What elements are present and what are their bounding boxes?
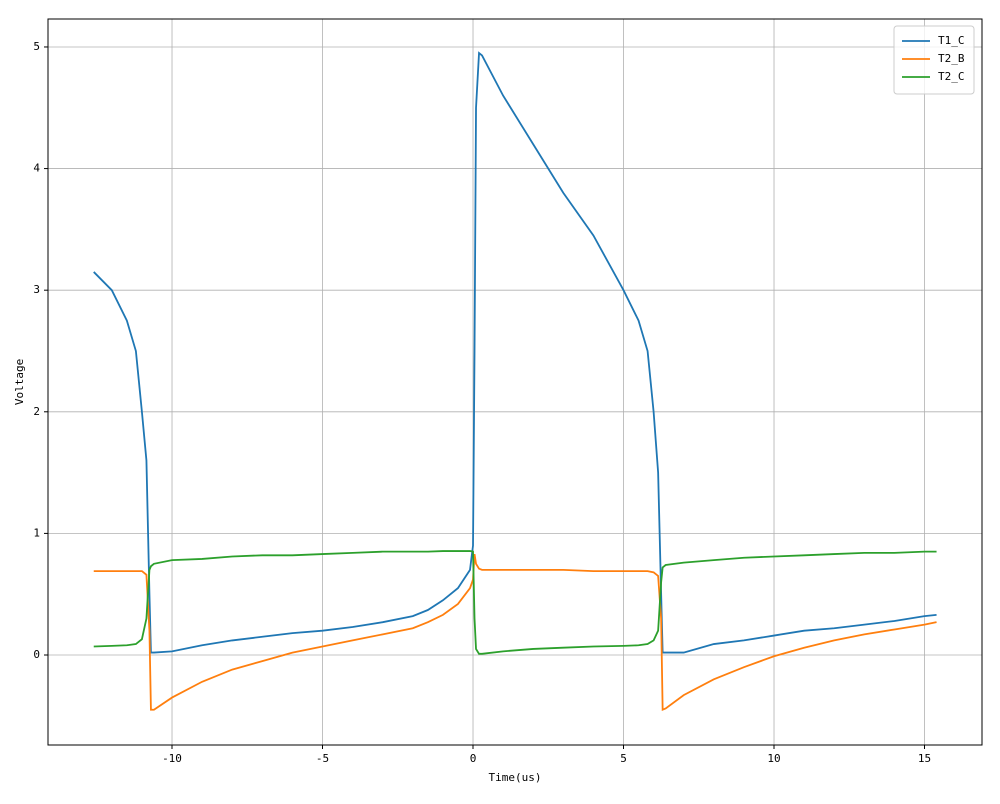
x-tick-label: -5 <box>316 752 329 765</box>
x-tick-label: 10 <box>767 752 780 765</box>
y-tick-label: 1 <box>33 526 40 539</box>
data-line <box>93 51 937 654</box>
x-tick-label: 5 <box>620 752 627 765</box>
x-tick-label: 0 <box>470 752 477 765</box>
y-axis-label: Voltage <box>13 359 26 405</box>
x-axis-label: Time(us) <box>489 771 542 784</box>
y-tick-label: 2 <box>33 405 40 418</box>
data-line <box>93 553 937 712</box>
legend-label: T2_B <box>938 52 965 65</box>
legend-label: T2_C <box>938 70 965 83</box>
legend-label: T1_C <box>938 34 965 47</box>
x-tick-label: -10 <box>162 752 182 765</box>
x-tick-label: 15 <box>918 752 931 765</box>
plot-frame <box>47 18 983 746</box>
y-tick-label: 4 <box>33 162 40 175</box>
y-tick-label: 3 <box>33 283 40 296</box>
y-tick-label: 5 <box>33 40 40 53</box>
legend: T1_C T2_B T2_C <box>893 25 975 95</box>
data-line <box>93 550 937 655</box>
y-tick-label: 0 <box>33 648 40 661</box>
